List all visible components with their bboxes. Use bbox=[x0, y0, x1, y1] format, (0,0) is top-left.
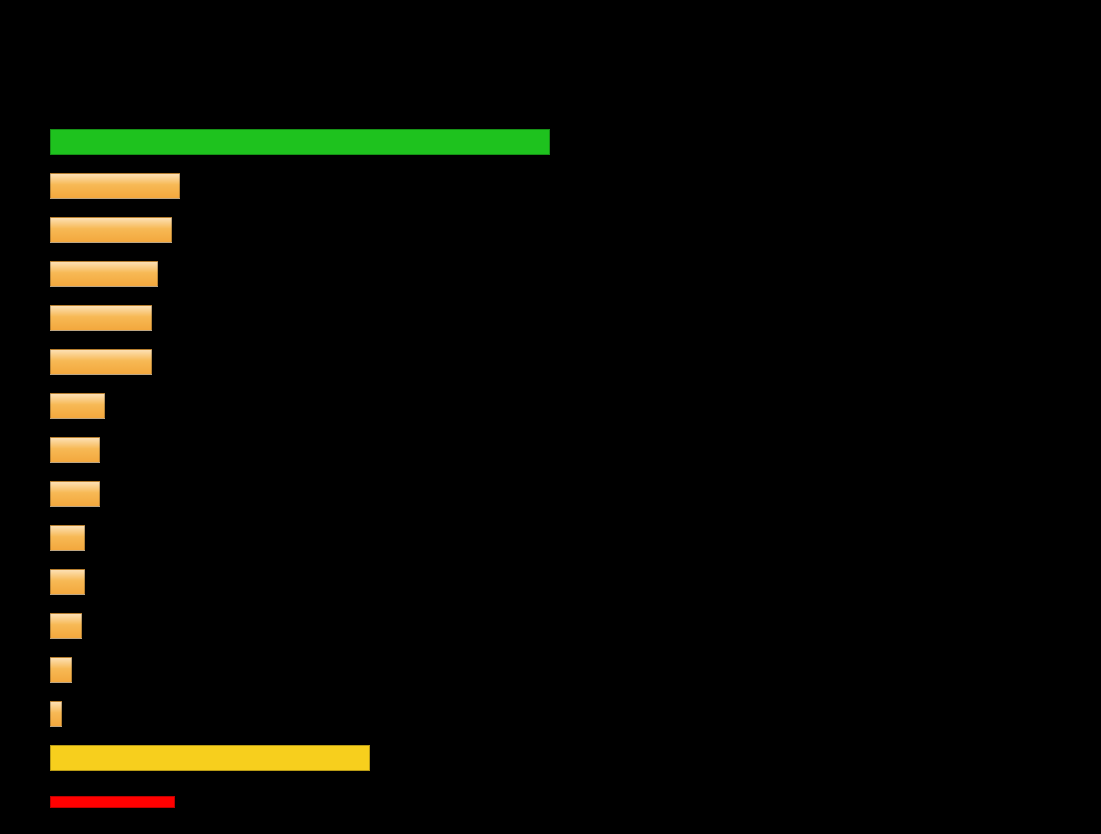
bar-row bbox=[50, 208, 1050, 252]
bar-row bbox=[50, 296, 1050, 340]
bar-7 bbox=[50, 393, 105, 419]
bar-row bbox=[50, 120, 1050, 164]
bar-10 bbox=[50, 525, 85, 551]
chart-container bbox=[0, 0, 1101, 834]
bar-6 bbox=[50, 349, 152, 375]
bar-5 bbox=[50, 305, 152, 331]
bars-area bbox=[50, 120, 1050, 800]
bar-14 bbox=[50, 701, 62, 727]
bar-9 bbox=[50, 481, 100, 507]
bar-row bbox=[50, 516, 1050, 560]
bar-row bbox=[50, 560, 1050, 604]
bar-row bbox=[50, 340, 1050, 384]
bar-row bbox=[50, 648, 1050, 692]
bar-12 bbox=[50, 613, 82, 639]
bar-1 bbox=[50, 129, 550, 155]
bar-2 bbox=[50, 173, 180, 199]
bar-16 bbox=[50, 796, 175, 808]
bar-11 bbox=[50, 569, 85, 595]
bar-row bbox=[50, 736, 1050, 780]
bar-row bbox=[50, 428, 1050, 472]
bar-8 bbox=[50, 437, 100, 463]
bar-row bbox=[50, 692, 1050, 736]
bar-3 bbox=[50, 217, 172, 243]
bar-row bbox=[50, 472, 1050, 516]
bar-15 bbox=[50, 745, 370, 771]
bar-row bbox=[50, 164, 1050, 208]
bar-row bbox=[50, 780, 1050, 824]
bar-row bbox=[50, 252, 1050, 296]
bar-row bbox=[50, 604, 1050, 648]
bar-4 bbox=[50, 261, 158, 287]
bar-row bbox=[50, 384, 1050, 428]
bar-13 bbox=[50, 657, 72, 683]
